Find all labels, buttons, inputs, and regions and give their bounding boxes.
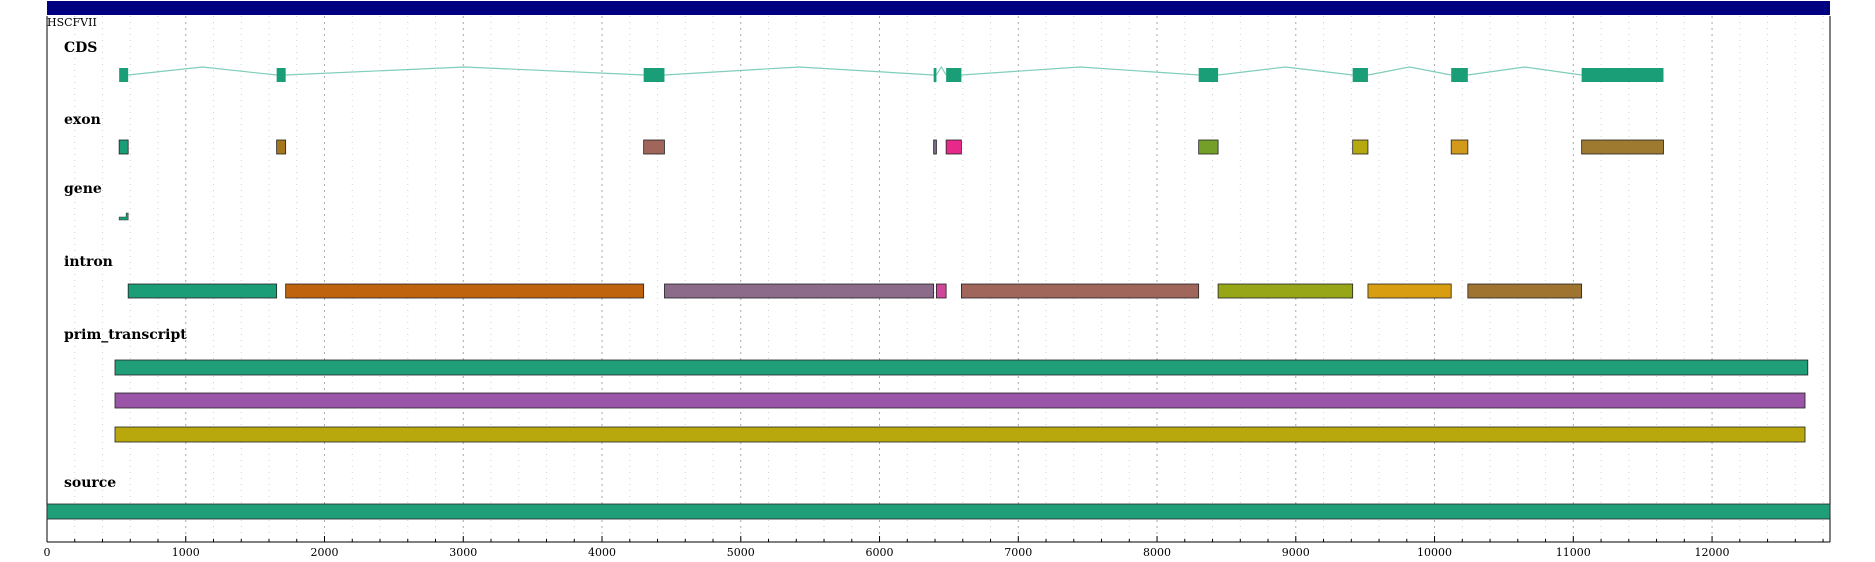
tick-label: 7000 — [1004, 546, 1032, 559]
intron-feature — [285, 283, 645, 299]
track-label: exon — [64, 112, 101, 128]
stack-feature — [114, 426, 1806, 443]
intron-feature — [1367, 283, 1452, 299]
tick-label: 3000 — [449, 546, 477, 559]
cds-connector — [128, 66, 277, 76]
exon-feature — [643, 139, 665, 155]
intron-feature — [936, 283, 947, 299]
track-label: gene — [64, 181, 102, 197]
exon-feature — [276, 139, 287, 155]
exon-feature — [1450, 139, 1469, 155]
exon-feature — [1581, 139, 1664, 155]
intron-feature — [1217, 283, 1354, 299]
cds-connector — [664, 66, 934, 76]
exon-feature — [1352, 139, 1369, 155]
vertical-gridlines — [46, 16, 1831, 542]
track-label: prim_transcript — [64, 327, 187, 343]
tick-label: 8000 — [1143, 546, 1171, 559]
intron-feature — [960, 283, 1200, 299]
exon-feature — [945, 139, 962, 155]
exon-feature — [118, 139, 129, 155]
cds-connector — [1467, 66, 1582, 76]
tick-label: 2000 — [311, 546, 339, 559]
cds-segment — [1352, 68, 1368, 82]
track-label: CDS — [64, 40, 97, 56]
tick-label: 0 — [44, 546, 51, 559]
cds-segment — [933, 68, 937, 82]
cds-connector — [935, 65, 947, 76]
cds-connector — [1218, 66, 1353, 76]
tick-label: 11000 — [1556, 546, 1591, 559]
track-source: source — [46, 475, 1831, 520]
figure-title: HSCFVII — [47, 16, 97, 29]
exon-feature — [933, 139, 937, 155]
track-gene: gene — [64, 181, 129, 221]
intron-feature — [127, 283, 278, 299]
cds-connector — [961, 66, 1199, 76]
exon-feature — [1198, 139, 1219, 155]
track-exon: exon — [64, 112, 1664, 155]
title-bar — [47, 1, 1830, 15]
track-intron: intron — [64, 254, 1583, 299]
track-label: source — [64, 475, 116, 491]
cds-segment — [946, 68, 962, 82]
track-label: intron — [64, 254, 113, 270]
tick-label: 4000 — [588, 546, 616, 559]
track-CDS: CDS — [64, 40, 1664, 82]
tick-label: 9000 — [1282, 546, 1310, 559]
tick-label: 6000 — [866, 546, 894, 559]
tick-label: 12000 — [1695, 546, 1730, 559]
cds-segment — [1451, 68, 1468, 82]
stack-feature — [114, 359, 1809, 376]
track-prim-transcript: prim_transcript — [64, 327, 1809, 443]
cds-segment — [643, 68, 665, 82]
stack-feature — [114, 392, 1806, 409]
x-axis: 0 1000 2000 3000 4000 5000 6000 7000 8000 9000 100… — [44, 536, 1830, 559]
cds-connector — [285, 66, 644, 76]
tick-label: 5000 — [727, 546, 755, 559]
intron-feature — [664, 283, 935, 299]
cds-segment — [1198, 68, 1219, 82]
cds-connector — [1367, 66, 1452, 76]
source-feature — [46, 503, 1831, 520]
cds-segment — [119, 68, 129, 82]
cds-segment — [276, 68, 286, 82]
gene-feature — [118, 212, 129, 221]
tick-label: 10000 — [1417, 546, 1452, 559]
tick-label: 1000 — [172, 546, 200, 559]
cds-segment — [1581, 68, 1664, 82]
intron-feature — [1467, 283, 1583, 299]
